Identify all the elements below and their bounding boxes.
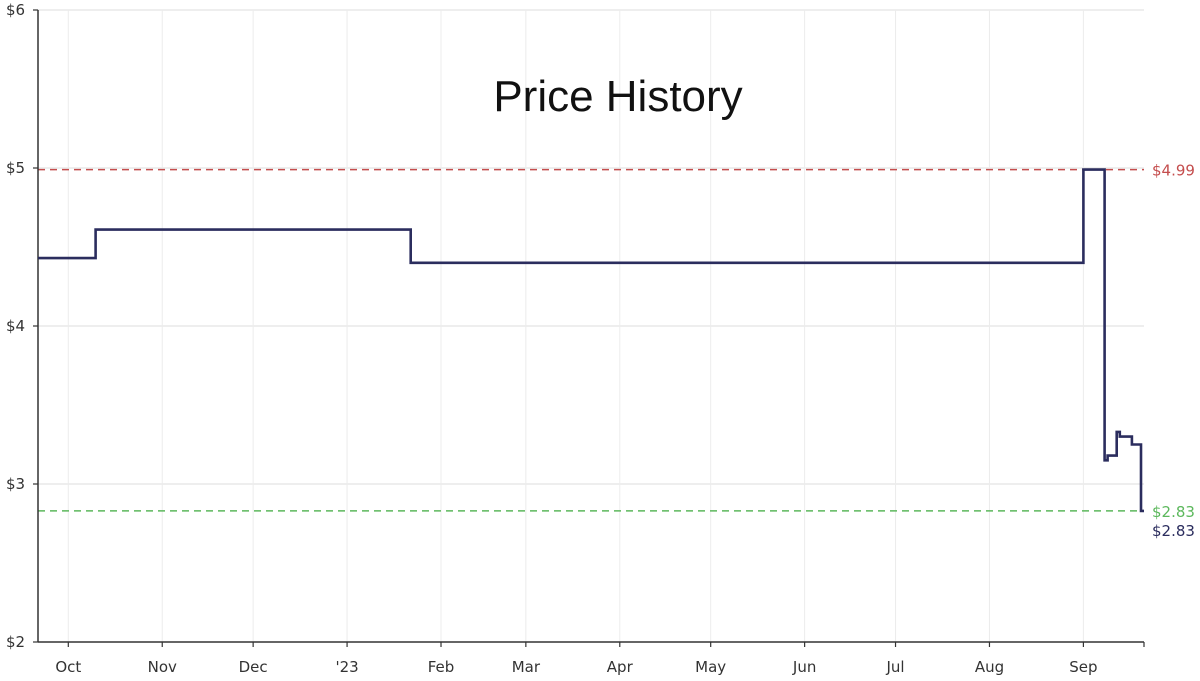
x-tick-label: Aug — [975, 658, 1004, 676]
reference-lines — [38, 168, 1144, 512]
x-tick-label: Oct — [55, 658, 81, 676]
x-tick-label: Dec — [239, 658, 268, 676]
x-tick-label: '23 — [335, 658, 358, 676]
price-series-line — [38, 168, 1144, 513]
reference-line-label: $2.83 — [1152, 503, 1195, 521]
y-tick-label: $4 — [6, 317, 25, 335]
x-tick-label: Sep — [1069, 658, 1097, 676]
grid-layer — [38, 9, 1144, 643]
y-tick-label: $5 — [6, 159, 25, 177]
series-layer — [38, 168, 1144, 513]
y-tick-label: $2 — [6, 633, 25, 651]
x-tick-label: Mar — [512, 658, 541, 676]
x-tick-label: Feb — [428, 658, 455, 676]
y-tick-label: $6 — [6, 1, 25, 19]
value-labels: $4.99 $2.83$2.83 — [1152, 162, 1195, 540]
chart-title: Price History — [493, 72, 742, 121]
x-tick-label: May — [695, 658, 726, 676]
current-price-label: $2.83 — [1152, 522, 1195, 540]
reference-line-label: $4.99 — [1152, 162, 1195, 180]
x-tick-label: Jul — [885, 658, 904, 676]
x-tick-label: Jun — [792, 658, 816, 676]
y-tick-labels: $2 $3 $4 $5 $6 — [6, 1, 38, 651]
y-tick-label: $3 — [6, 475, 25, 493]
x-tick-labels: Oct Nov Dec '23 Feb Mar Apr May Jun Jul Aug Sep — [55, 642, 1145, 676]
x-tick-label: Nov — [148, 658, 177, 676]
x-tick-label: Apr — [607, 658, 634, 676]
